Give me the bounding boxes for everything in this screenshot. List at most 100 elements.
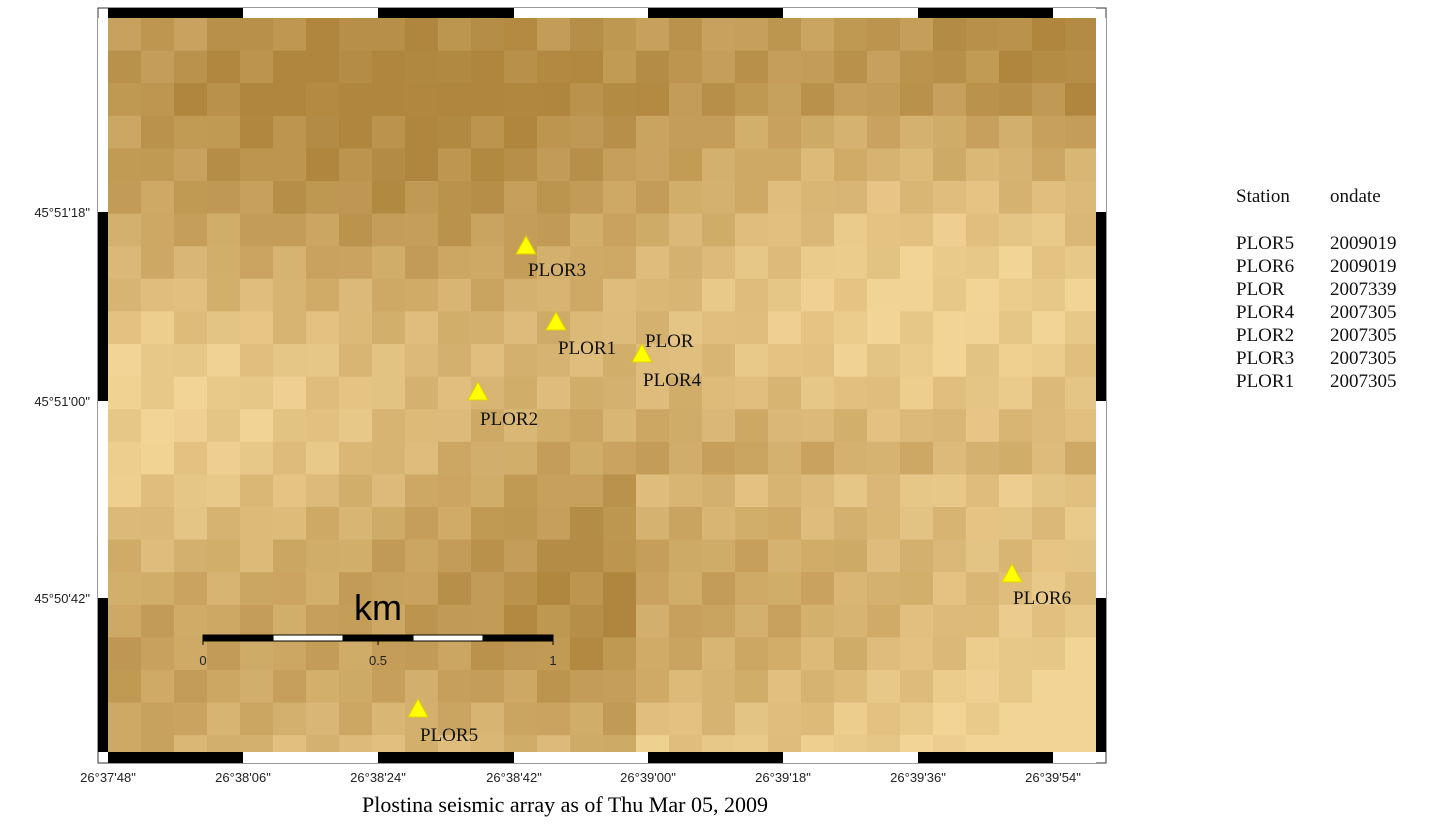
terrain-cell: [999, 18, 1033, 51]
station-label: PLOR5: [420, 725, 478, 746]
terrain-cell: [108, 279, 142, 312]
terrain-cell: [405, 181, 439, 214]
terrain-cell: [570, 279, 604, 312]
terrain-cell: [174, 51, 208, 84]
terrain-cell: [537, 507, 571, 540]
terrain-cell: [504, 605, 538, 638]
terrain-cell: [801, 83, 835, 116]
terrain-cell: [603, 540, 637, 573]
border-segment: [108, 8, 243, 18]
terrain-cell: [405, 474, 439, 507]
terrain-cell: [174, 605, 208, 638]
terrain-cell: [174, 507, 208, 540]
terrain-cell: [108, 409, 142, 442]
terrain-cell: [867, 605, 901, 638]
terrain-cell: [108, 344, 142, 377]
terrain-cell: [372, 116, 406, 149]
terrain-cell: [702, 474, 736, 507]
terrain-cell: [768, 246, 802, 279]
terrain-cell: [768, 18, 802, 51]
terrain-cell: [273, 214, 307, 247]
terrain-cell: [372, 409, 406, 442]
terrain-cell: [735, 181, 769, 214]
terrain-cell: [174, 18, 208, 51]
x-tick-label: 26°39'00": [620, 770, 676, 785]
terrain-cell: [405, 311, 439, 344]
terrain-cell: [570, 51, 604, 84]
terrain-cell: [603, 83, 637, 116]
terrain-cell: [1032, 703, 1066, 736]
terrain-cell: [207, 507, 241, 540]
table-cell: PLOR3: [1236, 348, 1294, 369]
terrain-cell: [537, 703, 571, 736]
terrain-cell: [603, 409, 637, 442]
caption: Plostina seismic array as of Thu Mar 05,…: [362, 792, 768, 817]
terrain-cell: [339, 409, 373, 442]
terrain-cell: [570, 148, 604, 181]
terrain-cell: [768, 83, 802, 116]
terrain-cell: [834, 572, 868, 605]
terrain-cell: [999, 311, 1033, 344]
terrain-cell: [339, 703, 373, 736]
terrain-cell: [273, 507, 307, 540]
terrain-cell: [1032, 83, 1066, 116]
terrain-cell: [834, 214, 868, 247]
terrain-cell: [537, 409, 571, 442]
terrain-cell: [438, 246, 472, 279]
terrain-cell: [900, 442, 934, 475]
terrain-cell: [966, 311, 1000, 344]
terrain-cell: [801, 18, 835, 51]
terrain-cell: [273, 51, 307, 84]
terrain-cell: [141, 703, 175, 736]
terrain-cell: [306, 83, 340, 116]
terrain-cell: [174, 279, 208, 312]
terrain-cell: [372, 474, 406, 507]
terrain-cell: [504, 311, 538, 344]
terrain-cell: [834, 442, 868, 475]
terrain-cell: [834, 637, 868, 670]
terrain-cell: [141, 572, 175, 605]
terrain-cell: [933, 670, 967, 703]
terrain-cell: [801, 377, 835, 410]
terrain-cell: [273, 670, 307, 703]
terrain-cell: [735, 83, 769, 116]
terrain-cell: [636, 18, 670, 51]
terrain-cell: [603, 507, 637, 540]
terrain-cell: [867, 279, 901, 312]
terrain-cell: [405, 507, 439, 540]
terrain-cell: [438, 83, 472, 116]
terrain-cell: [240, 344, 274, 377]
terrain-cell: [1065, 735, 1096, 752]
terrain-cell: [141, 442, 175, 475]
terrain-cell: [339, 311, 373, 344]
terrain-cell: [768, 377, 802, 410]
terrain-cell: [240, 181, 274, 214]
terrain-cell: [108, 377, 142, 410]
terrain-cell: [207, 670, 241, 703]
terrain-cell: [669, 246, 703, 279]
terrain-cell: [834, 409, 868, 442]
terrain-cell: [867, 540, 901, 573]
table-header: ondate: [1330, 186, 1381, 207]
terrain-cell: [405, 51, 439, 84]
terrain-cell: [636, 214, 670, 247]
terrain-cell: [504, 637, 538, 670]
terrain-cell: [735, 409, 769, 442]
terrain-cell: [174, 409, 208, 442]
terrain-cell: [339, 474, 373, 507]
terrain-cell: [174, 181, 208, 214]
terrain-cell: [438, 409, 472, 442]
terrain-cell: [834, 605, 868, 638]
terrain-cell: [141, 181, 175, 214]
terrain-cell: [768, 214, 802, 247]
border-segment: [243, 752, 378, 763]
terrain-cell: [372, 51, 406, 84]
terrain-cell: [141, 83, 175, 116]
terrain-cell: [900, 214, 934, 247]
terrain-cell: [735, 605, 769, 638]
terrain-cell: [867, 474, 901, 507]
terrain-cell: [834, 83, 868, 116]
terrain-cell: [240, 246, 274, 279]
terrain-cell: [768, 409, 802, 442]
terrain-cell: [933, 735, 967, 752]
